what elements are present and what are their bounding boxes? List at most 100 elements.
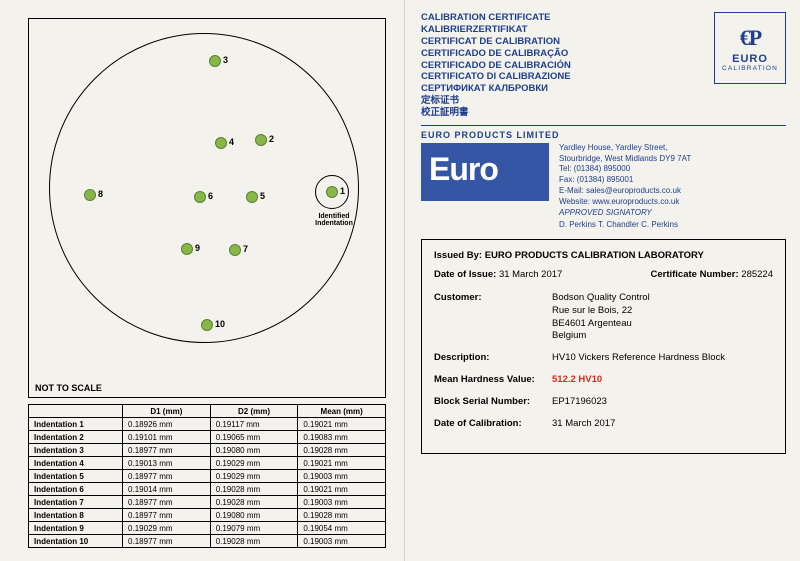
row-value: 0.19021 mm [298,418,386,431]
row-label: Indentation 4 [29,457,123,470]
row-value: 0.18977 mm [123,444,211,457]
indentation-dot-2 [255,134,267,146]
row-value: 0.18977 mm [123,496,211,509]
row-value: 0.19080 mm [210,509,298,522]
cert-title-line: CERTIFICAT DE CALIBRATION [421,36,571,48]
row-value: 0.19028 mm [298,444,386,457]
indentation-dot-label-6: 6 [208,191,213,201]
cert-title-line: 校正証明書 [421,107,571,119]
row-value: 0.19014 mm [123,483,211,496]
row-value: 0.18977 mm [123,470,211,483]
left-page: 12345678910 IdentifiedIndentation NOT TO… [0,0,405,561]
row-label: Indentation 5 [29,470,123,483]
row-value: 0.19021 mm [298,483,386,496]
row-label: Indentation 2 [29,431,123,444]
row-value: 0.19065 mm [210,431,298,444]
table-row: Indentation 20.19101 mm0.19065 mm0.19083… [29,431,386,444]
indentation-diagram: 12345678910 IdentifiedIndentation NOT TO… [28,18,386,398]
row-value: 0.18926 mm [123,418,211,431]
not-to-scale-label: NOT TO SCALE [35,383,102,393]
row-value: 0.18977 mm [123,509,211,522]
table-row: Indentation 80.18977 mm0.19080 mm0.19028… [29,509,386,522]
table-header: Mean (mm) [298,405,386,418]
indentation-dot-4 [215,137,227,149]
table-row: Indentation 40.19013 mm0.19029 mm0.19021… [29,457,386,470]
customer-line: BE4601 Argenteau [552,318,650,331]
logo-eur-symbol: €P [740,25,760,50]
customer-line: Belgium [552,330,650,343]
table-row: Indentation 30.18977 mm0.19080 mm0.19028… [29,444,386,457]
cert-title-line: KALIBRIERZERTIFIKAT [421,24,571,36]
row-value: 0.19054 mm [298,522,386,535]
indentation-dot-8 [84,189,96,201]
certificate-spread: 12345678910 IdentifiedIndentation NOT TO… [0,0,800,561]
indentation-dot-3 [209,55,221,67]
row-value: 0.19079 mm [210,522,298,535]
indentation-dot-label-3: 3 [223,55,228,65]
logo-line1: EURO [732,53,768,65]
row-value: 0.19117 mm [210,418,298,431]
customer-field: Customer: Bodson Quality ControlRue sur … [434,292,773,343]
customer-line: Bodson Quality Control [552,292,650,305]
row-value: 0.19080 mm [210,444,298,457]
address-line: Tel: (01384) 895000 [559,164,691,175]
euro-brand-text: Euro [429,151,498,188]
row-label: Indentation 6 [29,483,123,496]
indentation-dot-label-7: 7 [243,244,248,254]
issued-by-value: EURO PRODUCTS CALIBRATION LABORATORY [485,250,704,261]
divider-1 [421,125,786,126]
row-label: Indentation 8 [29,509,123,522]
table-row: Indentation 50.18977 mm0.19029 mm0.19003… [29,470,386,483]
address-line: Fax: (01384) 895001 [559,175,691,186]
address-line: Website: www.europroducts.co.uk [559,197,691,208]
company-row: Euro Yardley House, Yardley Street,Stour… [421,143,786,231]
row-value: 0.19029 mm [210,470,298,483]
row-value: 0.19028 mm [210,483,298,496]
specimen-circle [49,33,359,343]
address-line: Stourbridge, West Midlands DY9 7AT [559,154,691,165]
indentation-dot-6 [194,191,206,203]
cert-title-line: CERTIFICADO DE CALIBRAÇÃO [421,48,571,60]
table-header [29,405,123,418]
row-value: 0.19003 mm [298,535,386,548]
row-value: 0.18977 mm [123,535,211,548]
row-label: Indentation 7 [29,496,123,509]
certificate-details: Issued By: EURO PRODUCTS CALIBRATION LAB… [421,239,786,454]
logo-line2: CALIBRATION [722,65,778,72]
identified-indentation-label: IdentifiedIndentation [312,213,356,228]
certificate-titles: CALIBRATION CERTIFICATEKALIBRIERZERTIFIK… [421,12,571,119]
table-row: Indentation 70.18977 mm0.19028 mm0.19003… [29,496,386,509]
serial-field: Block Serial Number: EP17196023 [434,396,773,409]
issued-by-label: Issued By: [434,250,482,261]
cert-title-line: CERTIFICATO DI CALIBRAZIONE [421,71,571,83]
customer-line: Rue sur le Bois, 22 [552,305,650,318]
row-value: 0.19003 mm [298,470,386,483]
row-label: Indentation 3 [29,444,123,457]
date-of-issue: Date of Issue: 31 March 2017 [434,269,562,282]
indentation-dot-5 [246,191,258,203]
table-header: D1 (mm) [123,405,211,418]
signatories: D. Perkins T. Chandler C. Perkins [559,220,691,231]
cert-title-line: CALIBRATION CERTIFICATE [421,12,571,24]
row-value: 0.19028 mm [298,509,386,522]
identified-indentation-circle [315,175,349,209]
right-page: CALIBRATION CERTIFICATEKALIBRIERZERTIFIK… [405,0,800,561]
cert-title-line: 定标证书 [421,95,571,107]
indentation-dot-9 [181,243,193,255]
hardness-field: Mean Hardness Value: 512.2 HV10 [434,374,773,387]
cert-title-line: CERTIFICADO DE CALIBRACIÓN [421,60,571,72]
row-value: 0.19029 mm [123,522,211,535]
table-row: Indentation 10.18926 mm0.19117 mm0.19021… [29,418,386,431]
issued-by-line: Issued By: EURO PRODUCTS CALIBRATION LAB… [434,250,773,263]
row-label: Indentation 9 [29,522,123,535]
row-value: 0.19101 mm [123,431,211,444]
measurements-table: D1 (mm)D2 (mm)Mean (mm) Indentation 10.1… [28,404,386,548]
indentation-dot-label-9: 9 [195,243,200,253]
euro-calibration-logo: €P EURO CALIBRATION [714,12,786,84]
row-value: 0.19013 mm [123,457,211,470]
indentation-dot-label-8: 8 [98,189,103,199]
table-row: Indentation 100.18977 mm0.19028 mm0.1900… [29,535,386,548]
row-label: Indentation 1 [29,418,123,431]
indentation-dot-7 [229,244,241,256]
row-value: 0.19028 mm [210,535,298,548]
